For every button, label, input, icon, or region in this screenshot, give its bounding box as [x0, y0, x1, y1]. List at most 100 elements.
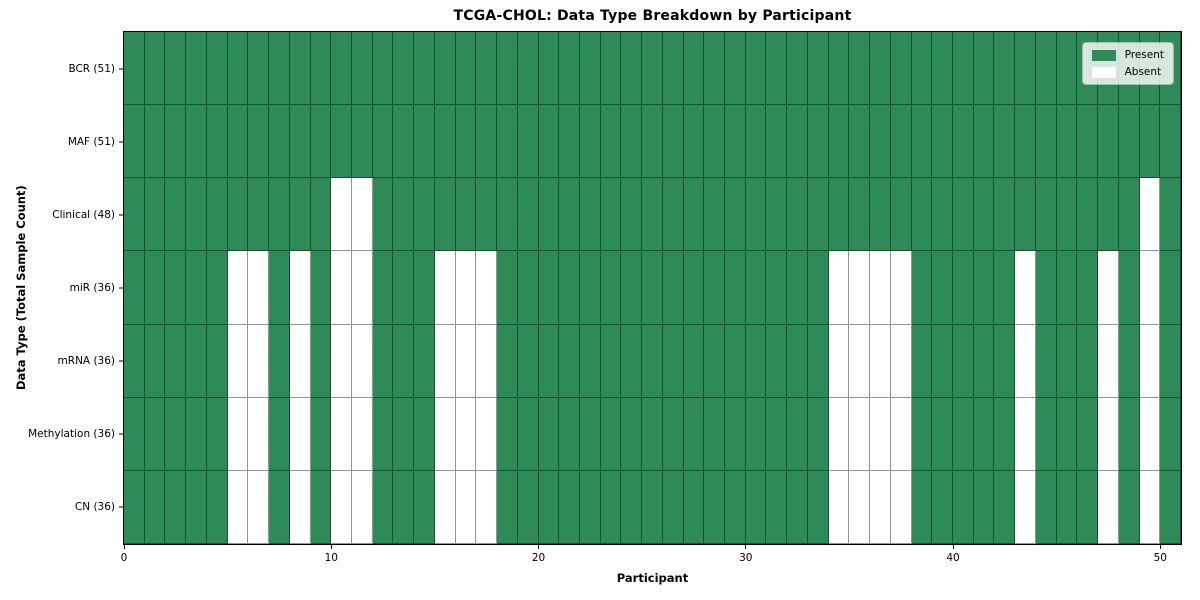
- legend-item: Present: [1091, 49, 1164, 61]
- heatmap-cell: [144, 324, 166, 398]
- x-tick-label: 0: [120, 552, 128, 564]
- heatmap-cell: [455, 324, 477, 398]
- heatmap-cell: [994, 470, 1016, 544]
- heatmap-cell: [455, 251, 477, 325]
- heatmap-cell: [787, 397, 808, 471]
- heatmap-cell: [1035, 105, 1057, 179]
- heatmap-cell: [414, 105, 435, 179]
- heatmap-cell: [165, 178, 187, 252]
- heatmap-cell: [911, 178, 933, 252]
- heatmap-cell: [870, 324, 891, 398]
- heatmap-cell: [1139, 470, 1161, 544]
- heatmap-cell: [455, 397, 477, 471]
- heatmap-cell: [248, 251, 270, 325]
- heatmap-cell: [393, 32, 415, 106]
- heatmap-cell: [890, 397, 912, 471]
- heatmap-cell: [144, 251, 166, 325]
- heatmap-cell: [1056, 178, 1078, 252]
- heatmap-cell: [1077, 470, 1099, 544]
- heatmap-cell: [186, 105, 207, 179]
- heatmap-cell: [248, 178, 270, 252]
- heatmap-cell: [787, 470, 808, 544]
- heatmap-cell: [642, 324, 663, 398]
- heatmap-cell: [890, 251, 912, 325]
- heatmap-cell: [642, 470, 663, 544]
- heatmap-cell: [642, 105, 663, 179]
- x-tick-label: 50: [1153, 552, 1167, 564]
- heatmap-cell: [849, 32, 871, 106]
- heatmap-cell: [766, 32, 788, 106]
- heatmap-cell: [745, 105, 767, 179]
- heatmap-cell: [642, 178, 663, 252]
- heatmap-cell: [870, 251, 891, 325]
- heatmap-cell: [227, 105, 249, 179]
- heatmap-cell: [870, 178, 891, 252]
- heatmap-cell: [206, 397, 228, 471]
- heatmap-cell: [911, 470, 933, 544]
- heatmap-cell: [559, 324, 580, 398]
- legend: Present Absent: [1081, 42, 1174, 85]
- heatmap-cell: [1056, 32, 1078, 106]
- heatmap-cell: [973, 251, 995, 325]
- heatmap-cell: [579, 32, 601, 106]
- heatmap-cell: [310, 470, 332, 544]
- heatmap-cell: [579, 470, 601, 544]
- heatmap-cell: [538, 470, 560, 544]
- heatmap-cell: [932, 32, 954, 106]
- heatmap-cell: [621, 178, 643, 252]
- heatmap-cell: [642, 251, 663, 325]
- heatmap-cell: [331, 397, 352, 471]
- heatmap-cell: [538, 251, 560, 325]
- heatmap-cell: [186, 324, 207, 398]
- heatmap-cell: [1098, 178, 1119, 252]
- heatmap-cell: [725, 324, 746, 398]
- y-tick-mark: [119, 506, 124, 508]
- heatmap-cell: [725, 178, 746, 252]
- heatmap-cell: [351, 324, 373, 398]
- heatmap-cell: [144, 32, 166, 106]
- heatmap-cell: [1035, 470, 1057, 544]
- heatmap-cell: [662, 470, 684, 544]
- heatmap-cell: [1098, 470, 1119, 544]
- heatmap-cell: [973, 324, 995, 398]
- heatmap-cell: [1015, 397, 1036, 471]
- heatmap-cell: [725, 32, 746, 106]
- heatmap-cell: [434, 397, 456, 471]
- heatmap-cell: [310, 324, 332, 398]
- heatmap-cell: [725, 251, 746, 325]
- heatmap-cell: [144, 397, 166, 471]
- heatmap-cell: [621, 397, 643, 471]
- heatmap-cell: [849, 397, 871, 471]
- heatmap-cell: [807, 32, 829, 106]
- heatmap-cell: [538, 397, 560, 471]
- heatmap-cell: [331, 178, 352, 252]
- heatmap-cell: [994, 397, 1016, 471]
- heatmap-cell: [828, 397, 850, 471]
- heatmap-cell: [1160, 105, 1181, 179]
- heatmap-cell: [745, 32, 767, 106]
- heatmap-cell: [393, 178, 415, 252]
- heatmap-cell: [372, 324, 394, 398]
- heatmap-cell: [911, 105, 933, 179]
- heatmap-cell: [683, 105, 705, 179]
- heatmap-cell: [455, 470, 477, 544]
- heatmap-cell: [1056, 105, 1078, 179]
- heatmap-cell: [994, 178, 1016, 252]
- heatmap-cell: [807, 470, 829, 544]
- heatmap-cell: [124, 397, 145, 471]
- heatmap-cell: [1056, 397, 1078, 471]
- heatmap-cell: [1056, 470, 1078, 544]
- heatmap-cell: [1160, 397, 1181, 471]
- heatmap-cell: [289, 178, 311, 252]
- heatmap-cell: [994, 105, 1016, 179]
- heatmap-cell: [497, 397, 518, 471]
- heatmap-cell: [455, 32, 477, 106]
- heatmap-cell: [538, 178, 560, 252]
- y-tick-label: miR (36): [69, 282, 115, 294]
- x-tick-mark: [745, 544, 747, 549]
- heatmap-cell: [538, 32, 560, 106]
- heatmap-cell: [393, 324, 415, 398]
- heatmap-cell: [662, 32, 684, 106]
- heatmap-cell: [1118, 178, 1140, 252]
- heatmap-cell: [206, 470, 228, 544]
